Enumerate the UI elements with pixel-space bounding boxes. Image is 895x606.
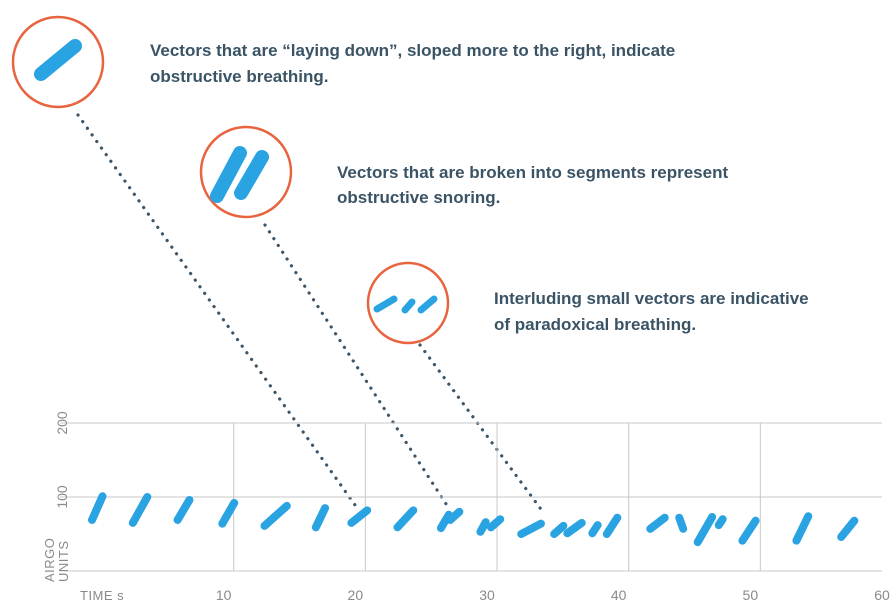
- vector: [517, 519, 545, 538]
- vector: [792, 512, 813, 545]
- vector: [646, 513, 669, 533]
- annotation: Vectors that are broken into segments re…: [337, 163, 728, 182]
- vector: [173, 495, 194, 524]
- callouts: Vectors that are “laying down”, sloped m…: [11, 15, 809, 514]
- connector: [76, 113, 357, 507]
- x-axis-label: TIME s: [80, 588, 124, 603]
- vector: [563, 518, 586, 538]
- vector: [476, 518, 490, 536]
- y-tick-label: 100: [54, 485, 70, 509]
- vector: [347, 506, 372, 527]
- annotation: Interluding small vectors are indicative: [494, 289, 809, 308]
- icon-vector: [373, 295, 398, 313]
- x-tick-label: 50: [743, 587, 759, 603]
- annotation: of paradoxical breathing.: [494, 315, 696, 334]
- vector: [602, 513, 622, 538]
- x-tick-label: 30: [479, 587, 495, 603]
- vector: [218, 498, 239, 528]
- x-tick-label: 40: [611, 587, 627, 603]
- vector: [486, 515, 505, 532]
- annotation: Vectors that are “laying down”, sloped m…: [150, 41, 675, 60]
- vector: [693, 512, 717, 547]
- icon-vector: [210, 146, 247, 203]
- vector: [88, 492, 107, 524]
- icon-vector: [401, 298, 416, 314]
- vector: [311, 504, 330, 532]
- connector: [263, 223, 452, 512]
- x-tick-label: 10: [216, 587, 232, 603]
- vector: [446, 507, 464, 524]
- x-tick-label: 60: [874, 587, 890, 603]
- vector: [260, 501, 291, 530]
- icon-vector: [417, 295, 438, 314]
- vector: [128, 493, 152, 527]
- annotation: obstructive breathing.: [150, 67, 329, 86]
- vector: [393, 506, 418, 532]
- vector: [837, 516, 859, 541]
- vector: [675, 513, 688, 533]
- plot: 100 200 10 20 30 40 50 60 TIME s AIRGO UNITS: [42, 411, 890, 603]
- vector: [588, 521, 602, 538]
- x-tick-label: 20: [348, 587, 364, 603]
- y-tick-label: 200: [54, 411, 70, 435]
- vector: [714, 515, 727, 530]
- annotation: obstructive snoring.: [337, 188, 500, 207]
- connector: [418, 343, 545, 514]
- vector: [550, 521, 568, 538]
- vector: [738, 516, 760, 545]
- icon-vector: [34, 39, 82, 81]
- y-axis-label: UNITS: [56, 541, 71, 583]
- icon-vector: [234, 150, 269, 200]
- y-axis-label: AIRGO: [42, 538, 57, 582]
